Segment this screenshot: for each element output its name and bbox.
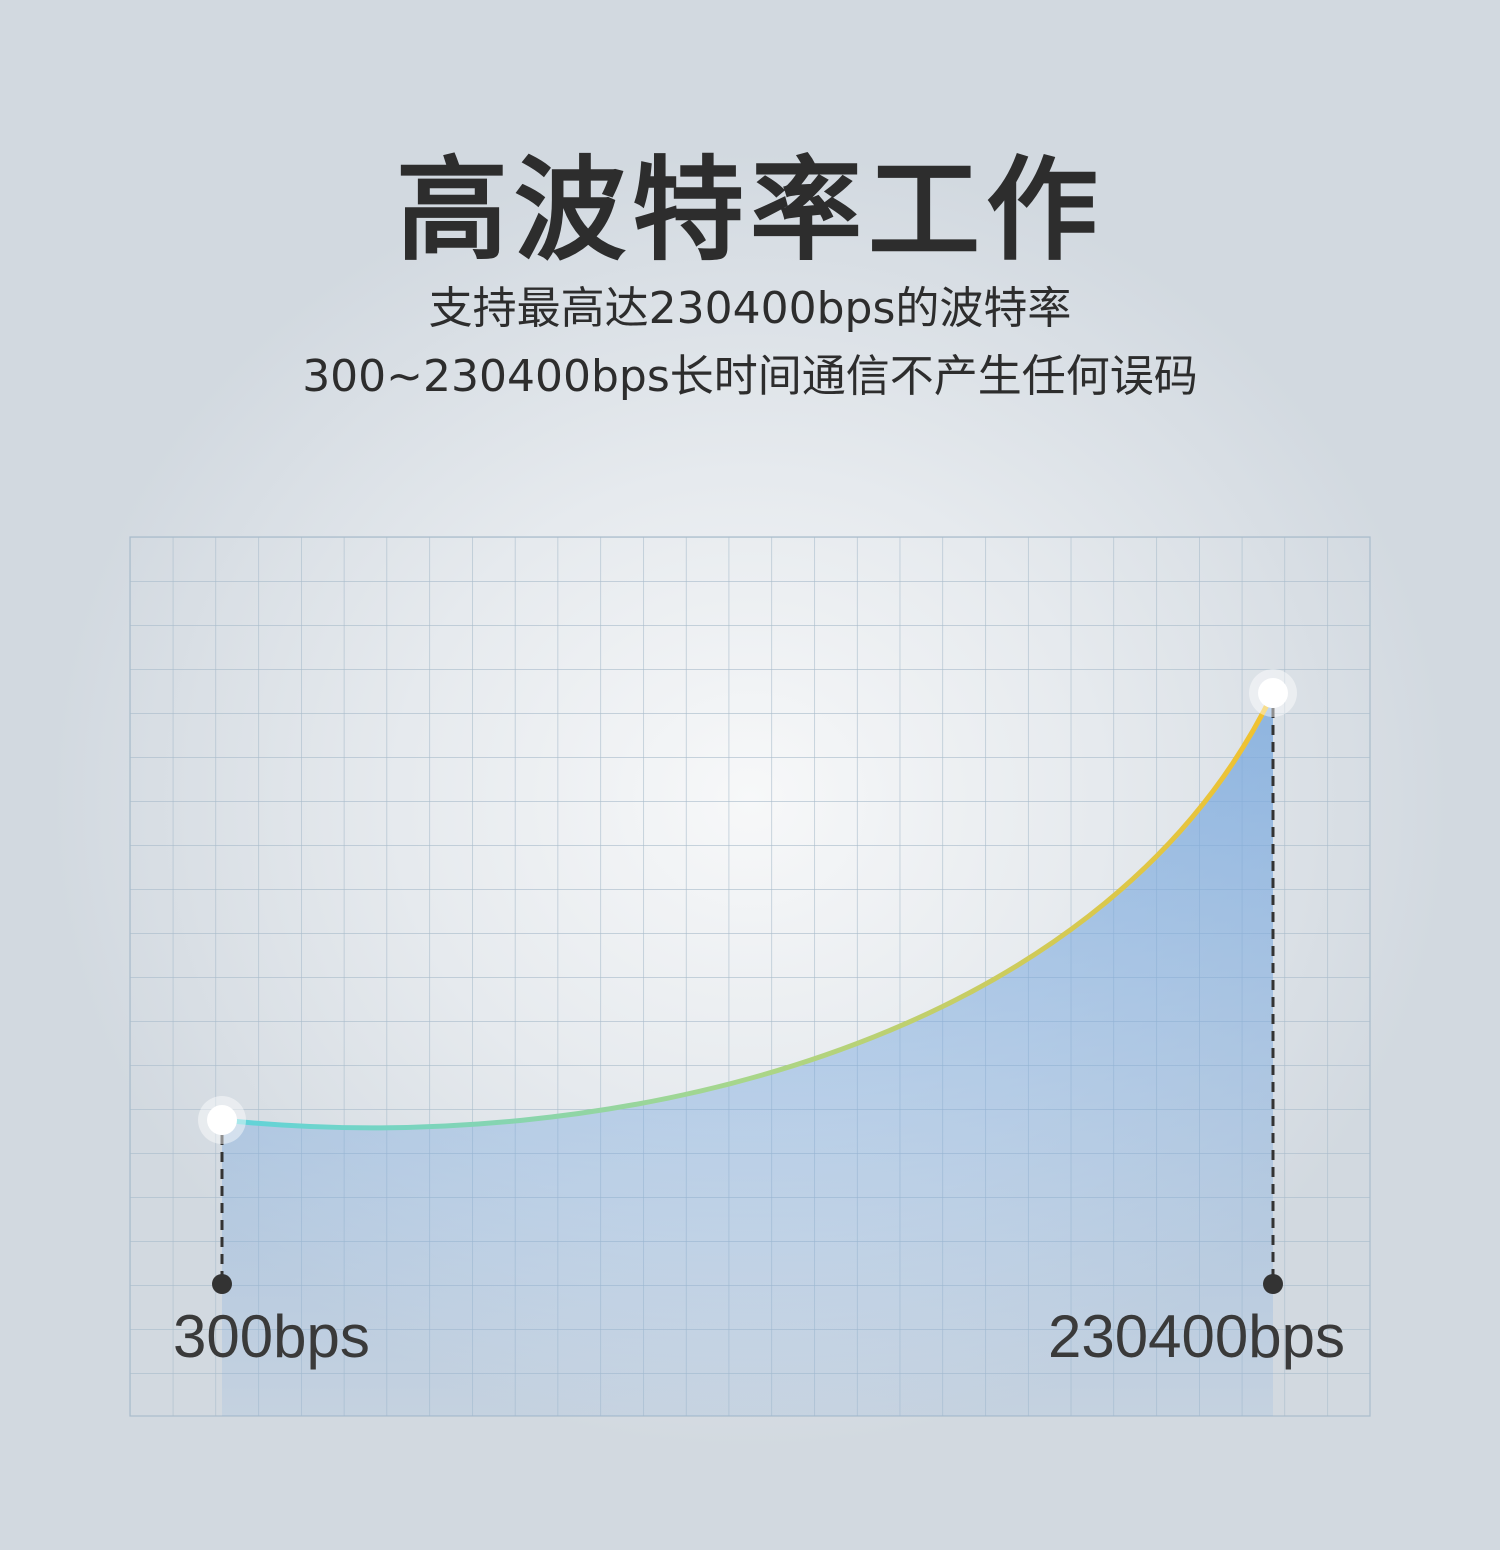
start-anchor-dot <box>212 1274 232 1294</box>
end-point <box>1258 678 1288 708</box>
subtitle-line-1: 支持最高达230400bps的波特率 <box>428 283 1072 334</box>
page-title: 高波特率工作 <box>396 146 1104 276</box>
end-anchor-dot <box>1263 1274 1283 1294</box>
curve <box>221 691 1276 1131</box>
end-label: 230400bps <box>1048 1303 1345 1370</box>
area-fill <box>222 693 1273 1416</box>
subtitle-line-2: 300~230400bps长时间通信不产生任何误码 <box>302 351 1198 402</box>
start-label: 300bps <box>173 1303 370 1370</box>
start-point <box>207 1105 237 1135</box>
